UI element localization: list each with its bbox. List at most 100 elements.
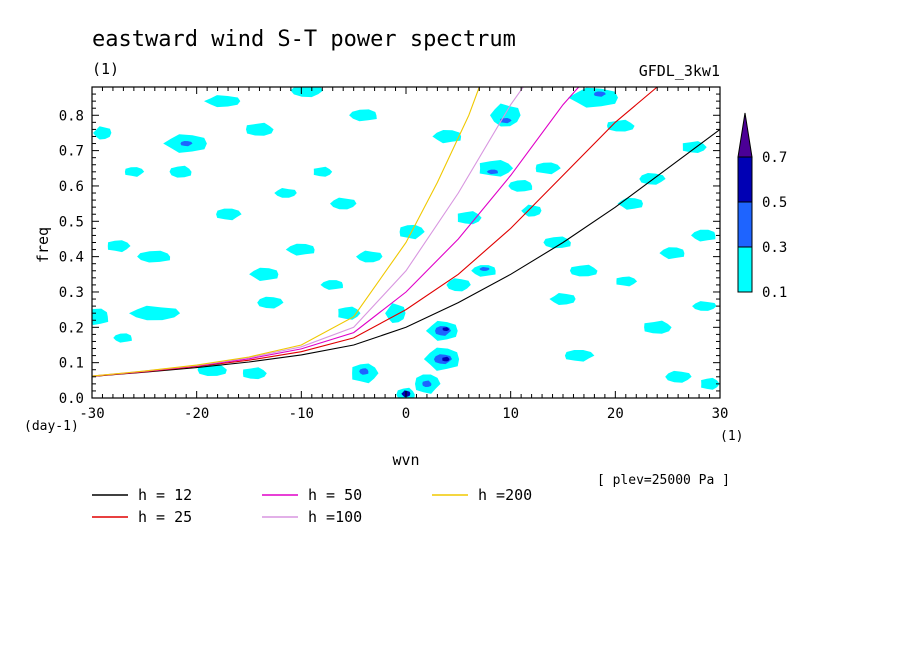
spectrum-patch [242,367,267,380]
y-unit-label: (day-1) [24,419,79,434]
spectrum-patch [113,333,132,343]
spectrum-patch [216,208,242,221]
spectrum-patch [564,350,595,362]
spectrum-patch [593,91,606,97]
spectrum-patch [246,122,274,136]
spectrum-patch [535,162,561,175]
x-tick-label: -20 [184,406,209,422]
spectrum-patch [290,87,324,98]
spectrum-patch [330,197,357,210]
y-tick-label: 0.8 [59,108,84,124]
colorbar-swatch [737,201,753,248]
legend-label: h = 12 [138,486,192,504]
spectrum-patch [92,308,109,325]
spectrum-patch [659,247,685,260]
spectrum-patch [691,229,716,242]
dispersion-curves [92,87,720,377]
spectrum-patch [639,173,666,185]
y-tick-label: 0.1 [59,356,84,372]
x-tick-label: 20 [607,406,624,422]
colorbar-swatch [737,246,753,293]
y-tick-label: 0.4 [59,250,84,266]
spectrum-patch [442,327,450,331]
spectrum-patch [549,293,576,305]
spectrum-patch [486,169,498,175]
spectrum-patch [313,166,333,177]
dispersion-curve-h25 [92,87,658,377]
x-axis-title: wvn [392,451,419,469]
colorbar-label: 0.1 [762,285,787,301]
x-tick-label: 30 [712,406,729,422]
spectrum-patch [490,103,521,127]
x-tick-label: 10 [502,406,519,422]
y-axis-title: freq [34,227,52,263]
spectrum-patch [169,165,192,178]
legend-label: h = 50 [308,486,362,504]
x-tick-label: 0 [402,406,410,422]
spectrum-patch [274,188,297,198]
spectrum-patch [349,109,377,122]
spectrum-patch [338,306,361,320]
spectrum-patch [137,250,171,263]
colorbar-label: 0.7 [762,150,787,166]
colorbar: 0.1 0.3 0.5 0.7 [737,112,787,301]
spectrum-patch [249,267,279,281]
spectrum-patch [479,267,490,271]
spectrum-patch [616,276,638,287]
spectrum-patch [457,211,482,225]
x-tick-label: -10 [289,406,314,422]
dispersion-curve-h12 [92,128,720,377]
spectrum-patch [356,250,383,263]
spectrum-patch [607,119,635,132]
spectrum-patch [107,240,131,253]
x-unit-label: (1) [720,429,743,444]
spectrum-patch [399,224,425,240]
spectrum-patch [543,236,571,249]
spectrum-patch [508,180,533,192]
chart-subtitle-right: GFDL_3kw1 [639,62,720,80]
spectrum-patch [204,95,241,108]
chart-title: eastward wind S-T power spectrum [92,27,516,52]
y-tick-label: 0.5 [59,214,84,230]
y-tick-label: 0.3 [59,285,84,301]
legend: h = 12 h = 25 h = 50 h =100 h =200 [92,486,532,526]
colorbar-label: 0.5 [762,195,787,211]
legend-label: h = 25 [138,508,192,526]
spectrum-patch [442,356,450,362]
spectrum-patch [432,130,462,144]
colorbar-swatch [737,156,753,203]
level-annotation: [ plev=25000 Pa ] [597,473,730,488]
spectrum-patch [665,370,692,383]
spectrum-patch [93,126,112,140]
spectrum-patch [446,278,471,292]
spectrum-patch [701,377,720,390]
x-tick-label: -30 [79,406,104,422]
spectrum-patch [422,380,432,387]
spectrum-patch [568,87,618,108]
y-tick-label: 0.2 [59,320,84,336]
y-tick-label: 0.6 [59,179,84,195]
colorbar-label: 0.3 [762,240,787,256]
colorbar-extend-arrow [737,112,753,158]
spectrum-patch [521,204,542,217]
legend-label: h =100 [308,508,362,526]
dispersion-curve-h200 [92,87,480,377]
spectrum-patch [471,265,496,277]
spectrum-patch [129,305,181,321]
spectrum-patches [92,87,720,398]
spectrum-patch [124,167,145,177]
spectrum-patch [359,368,369,375]
y-tick-label: 0.0 [59,391,84,407]
y-tick-label: 0.7 [59,144,84,160]
spectrum-patch [285,243,315,256]
spectrum-patch [180,141,193,147]
spectrum-patch [320,280,343,290]
spectrum-patch [692,301,717,311]
spectrum-patch [500,118,512,124]
axis-ticks: -30 -20 -10 0 10 20 30 0.0 0.1 0.2 0.3 0.4 0.5 0.6 0.7… [59,86,729,422]
spectrum-patch [644,320,672,334]
spectrum-patch [569,264,598,277]
spectrum-patch [257,296,284,309]
chart-subtitle-left: (1) [92,60,119,78]
